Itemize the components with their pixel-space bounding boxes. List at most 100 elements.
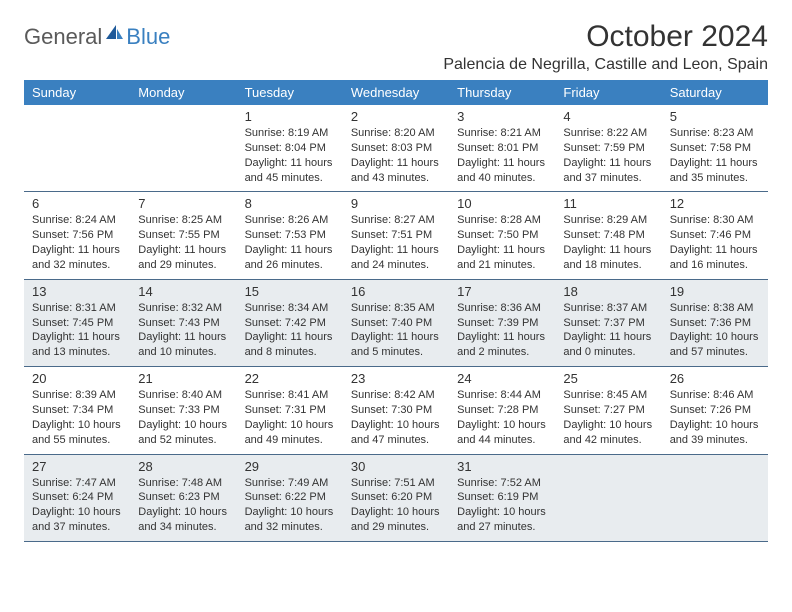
- cell-line: Sunset: 7:59 PM: [563, 141, 653, 156]
- calendar-cell: [24, 105, 130, 192]
- cell-line: Daylight: 10 hours: [245, 505, 335, 520]
- cell-line: Sunset: 7:46 PM: [670, 228, 760, 243]
- cell-line: Sunrise: 8:40 AM: [138, 388, 228, 403]
- cell-line: Sunset: 7:55 PM: [138, 228, 228, 243]
- day-number: 4: [563, 109, 653, 124]
- cell-line: Sunrise: 8:36 AM: [457, 301, 547, 316]
- calendar-body: 1Sunrise: 8:19 AMSunset: 8:04 PMDaylight…: [24, 105, 768, 541]
- dayname-monday: Monday: [130, 80, 236, 105]
- cell-line: and 27 minutes.: [457, 520, 547, 535]
- cell-line: and 26 minutes.: [245, 258, 335, 273]
- calendar-cell: [130, 105, 236, 192]
- cell-line: Sunrise: 8:44 AM: [457, 388, 547, 403]
- day-number: 8: [245, 196, 335, 211]
- cell-line: Sunset: 6:24 PM: [32, 490, 122, 505]
- day-number: 30: [351, 459, 441, 474]
- cell-line: Daylight: 11 hours: [351, 156, 441, 171]
- calendar-table: Sunday Monday Tuesday Wednesday Thursday…: [24, 80, 768, 542]
- cell-line: and 55 minutes.: [32, 433, 122, 448]
- day-number: 7: [138, 196, 228, 211]
- cell-line: Daylight: 11 hours: [138, 330, 228, 345]
- calendar-cell: 11Sunrise: 8:29 AMSunset: 7:48 PMDayligh…: [555, 192, 661, 279]
- cell-line: Sunrise: 8:37 AM: [563, 301, 653, 316]
- day-number: 22: [245, 371, 335, 386]
- day-number: 10: [457, 196, 547, 211]
- calendar-row: 13Sunrise: 8:31 AMSunset: 7:45 PMDayligh…: [24, 279, 768, 366]
- cell-line: Daylight: 11 hours: [245, 243, 335, 258]
- calendar-cell: 9Sunrise: 8:27 AMSunset: 7:51 PMDaylight…: [343, 192, 449, 279]
- cell-line: Daylight: 11 hours: [32, 330, 122, 345]
- cell-line: and 37 minutes.: [32, 520, 122, 535]
- cell-line: and 13 minutes.: [32, 345, 122, 360]
- cell-line: Sunset: 7:31 PM: [245, 403, 335, 418]
- calendar-cell: 23Sunrise: 8:42 AMSunset: 7:30 PMDayligh…: [343, 367, 449, 454]
- day-number: 21: [138, 371, 228, 386]
- cell-line: and 40 minutes.: [457, 171, 547, 186]
- calendar-cell: [662, 454, 768, 541]
- day-number: 25: [563, 371, 653, 386]
- day-number: 3: [457, 109, 547, 124]
- cell-line: and 47 minutes.: [351, 433, 441, 448]
- calendar-cell: 6Sunrise: 8:24 AMSunset: 7:56 PMDaylight…: [24, 192, 130, 279]
- day-number: 5: [670, 109, 760, 124]
- day-number: 1: [245, 109, 335, 124]
- day-number: 29: [245, 459, 335, 474]
- calendar-row: 20Sunrise: 8:39 AMSunset: 7:34 PMDayligh…: [24, 367, 768, 454]
- day-number: 6: [32, 196, 122, 211]
- cell-line: Sunrise: 8:21 AM: [457, 126, 547, 141]
- calendar-cell: 21 Sunrise: 8:40 AMSunset: 7:33 PMDayligh…: [130, 367, 236, 454]
- cell-line: Sunset: 7:42 PM: [245, 316, 335, 331]
- day-number: 13: [32, 284, 122, 299]
- dayname-wednesday: Wednesday: [343, 80, 449, 105]
- cell-line: Daylight: 10 hours: [457, 418, 547, 433]
- calendar-cell: 29Sunrise: 7:49 AMSunset: 6:22 PMDayligh…: [237, 454, 343, 541]
- logo-text-general: General: [24, 24, 102, 50]
- cell-line: Sunrise: 8:22 AM: [563, 126, 653, 141]
- logo-text-blue: Blue: [126, 24, 170, 50]
- cell-line: Daylight: 11 hours: [670, 156, 760, 171]
- day-number: 2: [351, 109, 441, 124]
- calendar-cell: 13Sunrise: 8:31 AMSunset: 7:45 PMDayligh…: [24, 279, 130, 366]
- cell-line: Sunset: 7:58 PM: [670, 141, 760, 156]
- cell-line: Daylight: 10 hours: [563, 418, 653, 433]
- cell-line: Daylight: 10 hours: [138, 418, 228, 433]
- calendar-cell: 25Sunrise: 8:45 AMSunset: 7:27 PMDayligh…: [555, 367, 661, 454]
- day-number: 18: [563, 284, 653, 299]
- calendar-cell: 20Sunrise: 8:39 AMSunset: 7:34 PMDayligh…: [24, 367, 130, 454]
- day-number: 16: [351, 284, 441, 299]
- calendar-cell: 31Sunrise: 7:52 AMSunset: 6:19 PMDayligh…: [449, 454, 555, 541]
- calendar-row: 27Sunrise: 7:47 AMSunset: 6:24 PMDayligh…: [24, 454, 768, 541]
- location: Palencia de Negrilla, Castille and Leon,…: [443, 56, 768, 74]
- cell-line: Daylight: 11 hours: [457, 330, 547, 345]
- day-number: 23: [351, 371, 441, 386]
- cell-line: Sunrise: 8:39 AM: [32, 388, 122, 403]
- cell-line: Sunset: 7:53 PM: [245, 228, 335, 243]
- header: General Blue October 2024 Palencia de Ne…: [24, 20, 768, 74]
- calendar-cell: 17Sunrise: 8:36 AMSunset: 7:39 PMDayligh…: [449, 279, 555, 366]
- cell-line: Sunrise: 7:48 AM: [138, 476, 228, 491]
- dayname-friday: Friday: [555, 80, 661, 105]
- cell-line: Sunset: 7:39 PM: [457, 316, 547, 331]
- cell-line: and 2 minutes.: [457, 345, 547, 360]
- cell-line: Daylight: 10 hours: [457, 505, 547, 520]
- cell-line: and 35 minutes.: [670, 171, 760, 186]
- cell-line: and 39 minutes.: [670, 433, 760, 448]
- calendar-cell: [555, 454, 661, 541]
- cell-line: Sunset: 7:33 PM: [138, 403, 228, 418]
- calendar-cell: 18Sunrise: 8:37 AMSunset: 7:37 PMDayligh…: [555, 279, 661, 366]
- cell-line: and 10 minutes.: [138, 345, 228, 360]
- cell-line: Sunrise: 8:34 AM: [245, 301, 335, 316]
- calendar-cell: 19Sunrise: 8:38 AMSunset: 7:36 PMDayligh…: [662, 279, 768, 366]
- day-number: 19: [670, 284, 760, 299]
- cell-line: Sunrise: 8:29 AM: [563, 213, 653, 228]
- cell-line: Sunrise: 7:49 AM: [245, 476, 335, 491]
- cell-line: Sunset: 7:48 PM: [563, 228, 653, 243]
- cell-line: and 18 minutes.: [563, 258, 653, 273]
- calendar-cell: 4Sunrise: 8:22 AMSunset: 7:59 PMDaylight…: [555, 105, 661, 192]
- calendar-cell: 1Sunrise: 8:19 AMSunset: 8:04 PMDaylight…: [237, 105, 343, 192]
- cell-line: and 21 minutes.: [457, 258, 547, 273]
- cell-line: Daylight: 10 hours: [245, 418, 335, 433]
- cell-line: Sunrise: 8:25 AM: [138, 213, 228, 228]
- cell-line: Daylight: 11 hours: [351, 330, 441, 345]
- calendar-cell: 27Sunrise: 7:47 AMSunset: 6:24 PMDayligh…: [24, 454, 130, 541]
